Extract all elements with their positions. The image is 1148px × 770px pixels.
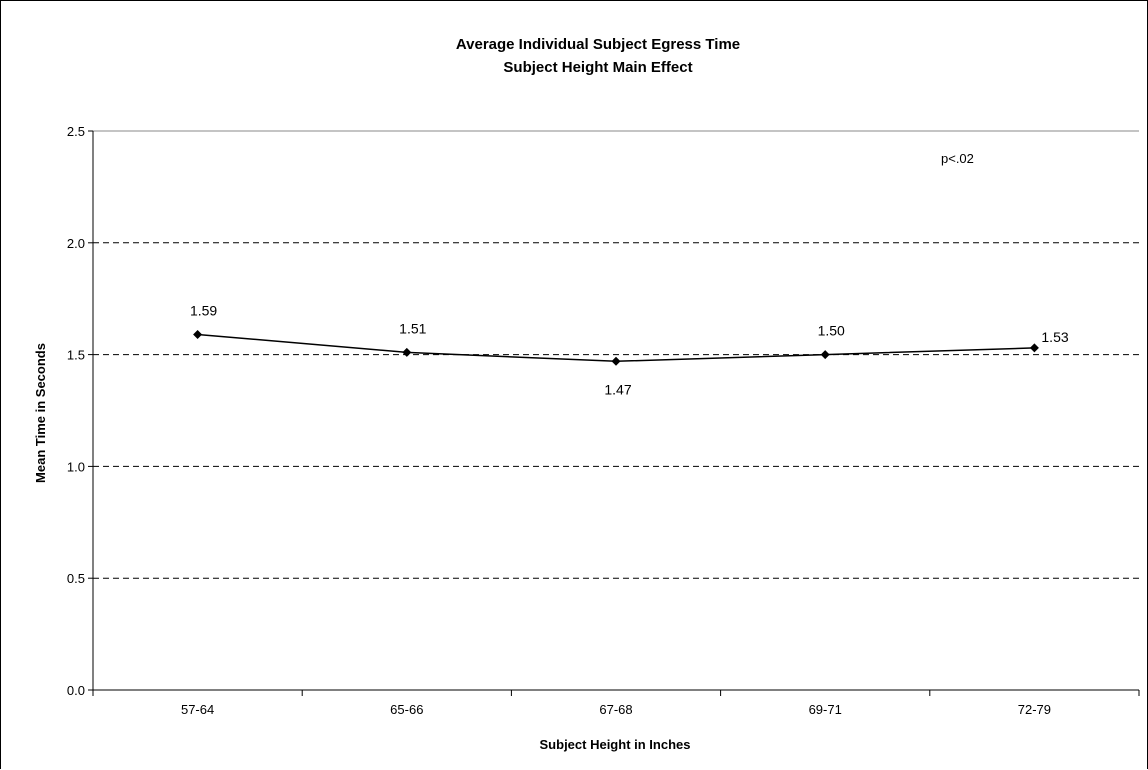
data-labels: 1.59 1.51 1.47 1.50 1.53 (190, 302, 1069, 397)
axes (88, 130, 1140, 696)
y-axis-title: Mean Time in Seconds (33, 343, 48, 483)
x-axis-title: Subject Height in Inches (540, 737, 691, 752)
significance-annotation: p<.02 (941, 151, 974, 166)
y-tick-label: 1.5 (67, 348, 85, 363)
x-tick-label: 72-79 (1018, 702, 1051, 717)
x-tick-labels: 57-64 65-66 67-68 69-71 72-79 (181, 702, 1051, 717)
y-tick-label: 1.0 (67, 459, 85, 474)
y-tick-label: 2.5 (67, 124, 85, 139)
data-label: 1.53 (1041, 329, 1068, 345)
data-point-marker (820, 350, 830, 360)
y-tick-label: 2.0 (67, 236, 85, 251)
gridlines (93, 130, 1139, 579)
data-label: 1.47 (604, 381, 631, 397)
x-tick-label: 67-68 (599, 702, 632, 717)
data-label: 1.59 (190, 302, 217, 318)
x-tick-label: 65-66 (390, 702, 423, 717)
data-point-marker (1029, 343, 1039, 353)
y-tick-label: 0.0 (67, 683, 85, 698)
data-point-marker (193, 329, 203, 339)
data-label: 1.51 (399, 320, 426, 336)
x-tick-label: 69-71 (809, 702, 842, 717)
data-point-marker (611, 356, 621, 366)
data-label: 1.50 (818, 323, 845, 339)
y-tick-label: 0.5 (67, 571, 85, 586)
chart-title-line-2: Subject Height Main Effect (503, 59, 692, 76)
y-tick-labels: 0.0 0.5 1.0 1.5 2.0 2.5 (67, 124, 85, 698)
x-tick-label: 57-64 (181, 702, 214, 717)
data-point-marker (402, 347, 412, 357)
series (193, 329, 1039, 366)
chart-title-line-1: Average Individual Subject Egress Time (456, 36, 740, 53)
